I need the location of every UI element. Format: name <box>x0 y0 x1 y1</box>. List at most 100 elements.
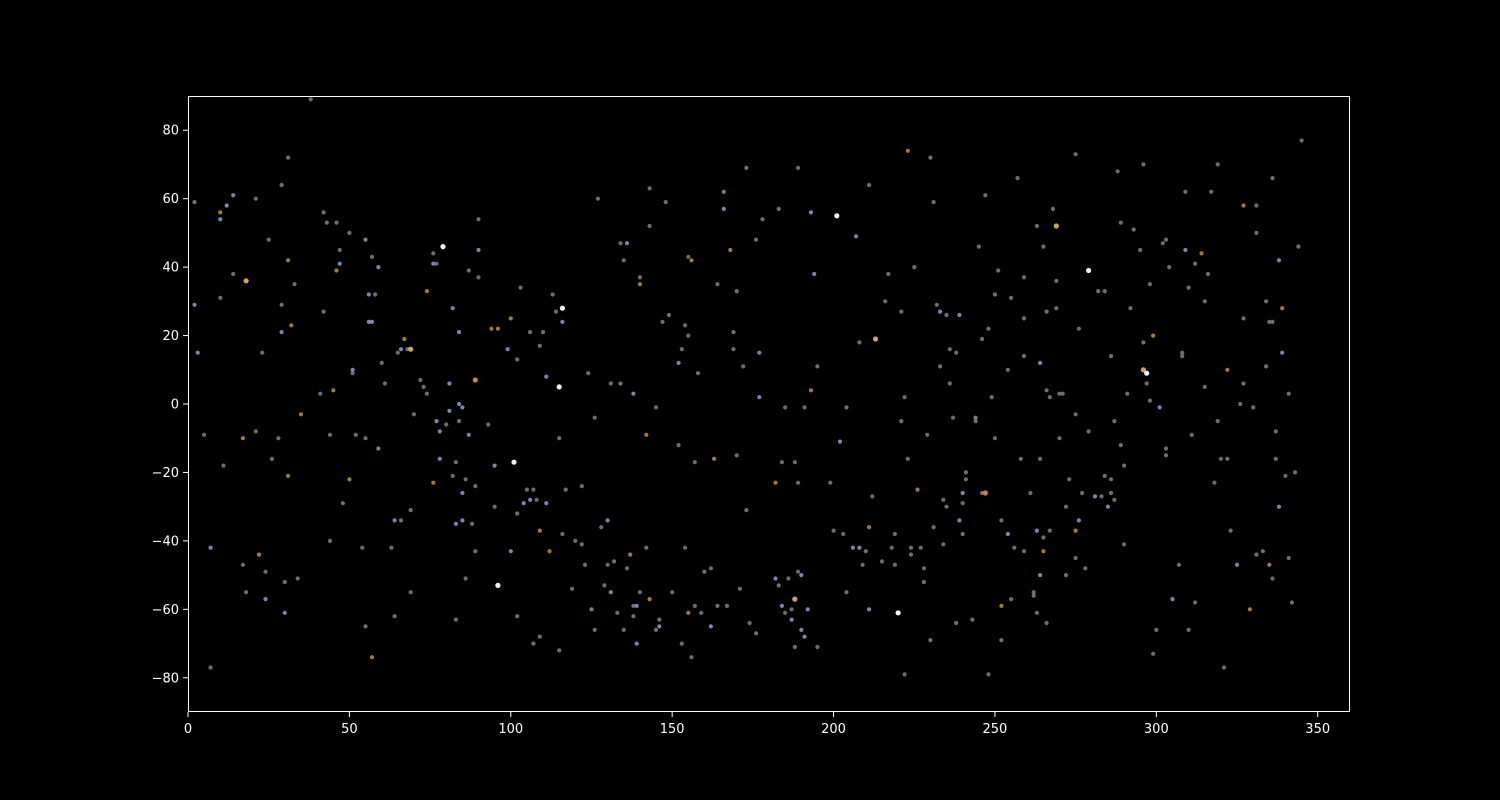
data-point <box>683 323 688 328</box>
data-point <box>1183 189 1188 194</box>
data-point <box>1109 354 1114 359</box>
data-point <box>1047 528 1052 533</box>
data-point <box>431 261 436 266</box>
data-point <box>1228 528 1233 533</box>
data-point <box>1147 282 1152 287</box>
data-point <box>286 155 291 160</box>
data-point <box>960 501 965 506</box>
data-point <box>834 213 840 219</box>
data-point <box>1034 528 1039 533</box>
data-point <box>879 559 885 564</box>
data-point <box>1151 333 1156 338</box>
data-point <box>802 405 807 410</box>
data-point <box>382 381 387 386</box>
data-point <box>1163 446 1169 451</box>
y-tick-label: −20 <box>152 466 179 481</box>
data-point <box>521 501 526 506</box>
data-point <box>624 566 630 571</box>
data-point <box>796 569 801 574</box>
data-point <box>757 350 762 355</box>
data-point <box>805 607 810 612</box>
data-point <box>963 470 969 475</box>
data-point <box>1270 576 1275 581</box>
x-tick-label: 350 <box>1305 722 1330 737</box>
data-point <box>1054 306 1059 311</box>
data-point <box>605 518 610 523</box>
data-point <box>1073 555 1078 561</box>
y-tick-label: 0 <box>171 398 179 413</box>
data-point <box>1092 494 1098 499</box>
data-point <box>1076 326 1081 331</box>
data-point <box>1021 275 1027 280</box>
data-point <box>944 504 949 509</box>
data-point <box>431 480 436 485</box>
data-point <box>792 460 797 465</box>
data-point <box>1122 542 1127 547</box>
data-point <box>1031 593 1036 598</box>
data-point <box>792 596 798 602</box>
data-point <box>644 545 649 550</box>
data-point <box>1215 162 1220 167</box>
data-point <box>1109 490 1114 496</box>
data-point <box>1034 223 1039 229</box>
data-point <box>1276 504 1282 509</box>
x-tick-label: 250 <box>983 722 1008 737</box>
data-point <box>559 305 566 311</box>
data-point <box>773 480 778 485</box>
data-point <box>347 477 352 482</box>
data-point <box>892 562 898 567</box>
data-point <box>792 644 797 650</box>
data-point <box>902 395 907 400</box>
data-point <box>808 388 814 393</box>
data-point <box>999 603 1004 609</box>
data-point <box>1041 549 1046 554</box>
data-point <box>1041 244 1046 249</box>
data-point <box>463 576 468 581</box>
data-point <box>1021 549 1027 554</box>
data-point <box>534 497 539 502</box>
data-point <box>589 607 594 612</box>
data-point <box>1144 370 1150 376</box>
data-point <box>1141 340 1146 345</box>
data-point <box>579 542 584 547</box>
data-point <box>1109 477 1114 482</box>
data-point <box>324 220 329 225</box>
data-point <box>850 545 856 550</box>
data-point <box>1151 651 1156 656</box>
data-point <box>1044 388 1049 393</box>
data-point <box>941 542 946 547</box>
data-point <box>1118 220 1123 225</box>
data-point <box>999 638 1004 643</box>
data-point <box>950 415 956 420</box>
data-point <box>760 217 765 222</box>
data-point <box>1193 261 1198 266</box>
data-point <box>799 627 804 633</box>
data-point <box>286 473 291 478</box>
data-point <box>350 371 355 376</box>
data-point <box>679 347 684 352</box>
data-point <box>1186 627 1191 633</box>
data-point <box>928 638 933 643</box>
data-point <box>1067 477 1072 482</box>
data-point <box>1267 562 1272 567</box>
data-point <box>653 405 659 410</box>
data-point <box>1225 367 1230 372</box>
data-point <box>531 641 536 646</box>
data-point <box>476 217 481 222</box>
data-point <box>547 549 552 554</box>
data-point <box>886 271 891 277</box>
data-point <box>460 405 465 410</box>
data-point <box>954 350 959 355</box>
data-point <box>279 330 284 335</box>
data-point <box>631 391 636 396</box>
data-point <box>486 422 491 427</box>
data-point <box>947 347 952 352</box>
data-point <box>695 371 701 376</box>
data-point <box>531 487 536 492</box>
data-point <box>1005 367 1011 372</box>
data-point <box>276 436 281 441</box>
data-point <box>337 247 342 253</box>
data-point <box>973 419 978 424</box>
data-point <box>424 289 429 294</box>
data-point <box>434 419 439 424</box>
